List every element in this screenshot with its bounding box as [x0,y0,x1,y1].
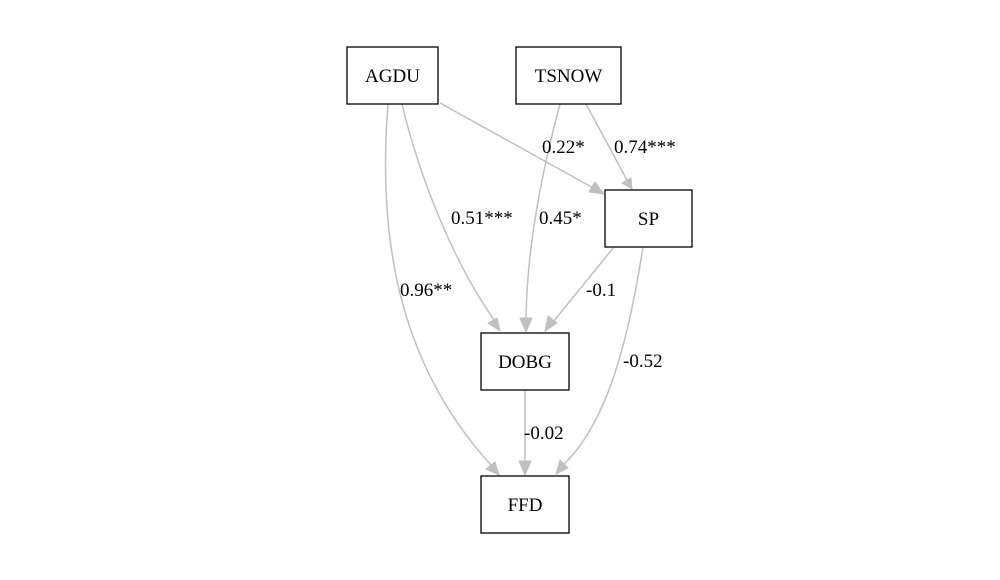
node-tsnow-label: TSNOW [535,66,603,87]
edge-label-dobg-ffd: -0.02 [524,423,564,444]
node-ffd-label: FFD [508,495,543,516]
edge-tsnow-dobg [519,103,561,334]
edge-label-agdu-dobg: 0.51*** [451,208,513,229]
node-sp: SP [604,189,693,248]
edge-sp-ffd [555,246,644,475]
edge-agdu-ffd [384,103,500,476]
node-sp-label: SP [638,209,659,230]
node-agdu: AGDU [346,46,439,105]
node-agdu-label: AGDU [365,66,420,87]
edge-label-agdu-ffd: 0.96** [400,280,452,301]
edge-dobg-ffd [518,390,532,477]
edge-label-tsnow-sp: 0.74*** [614,137,676,158]
edge-tsnow-sp [585,103,633,190]
node-ffd: FFD [480,475,570,534]
edge-label-agdu-sp: 0.22* [542,137,585,158]
edge-label-sp-ffd: -0.52 [623,351,663,372]
edge-sp-dobg [544,246,615,333]
edge-label-sp-dobg: -0.1 [586,280,616,301]
node-dobg-label: DOBG [498,352,552,373]
edge-agdu-sp [439,102,606,195]
node-dobg: DOBG [480,332,570,391]
node-tsnow: TSNOW [515,46,622,105]
edge-agdu-dobg [401,103,501,333]
edge-label-tsnow-dobg: 0.45* [539,208,582,229]
